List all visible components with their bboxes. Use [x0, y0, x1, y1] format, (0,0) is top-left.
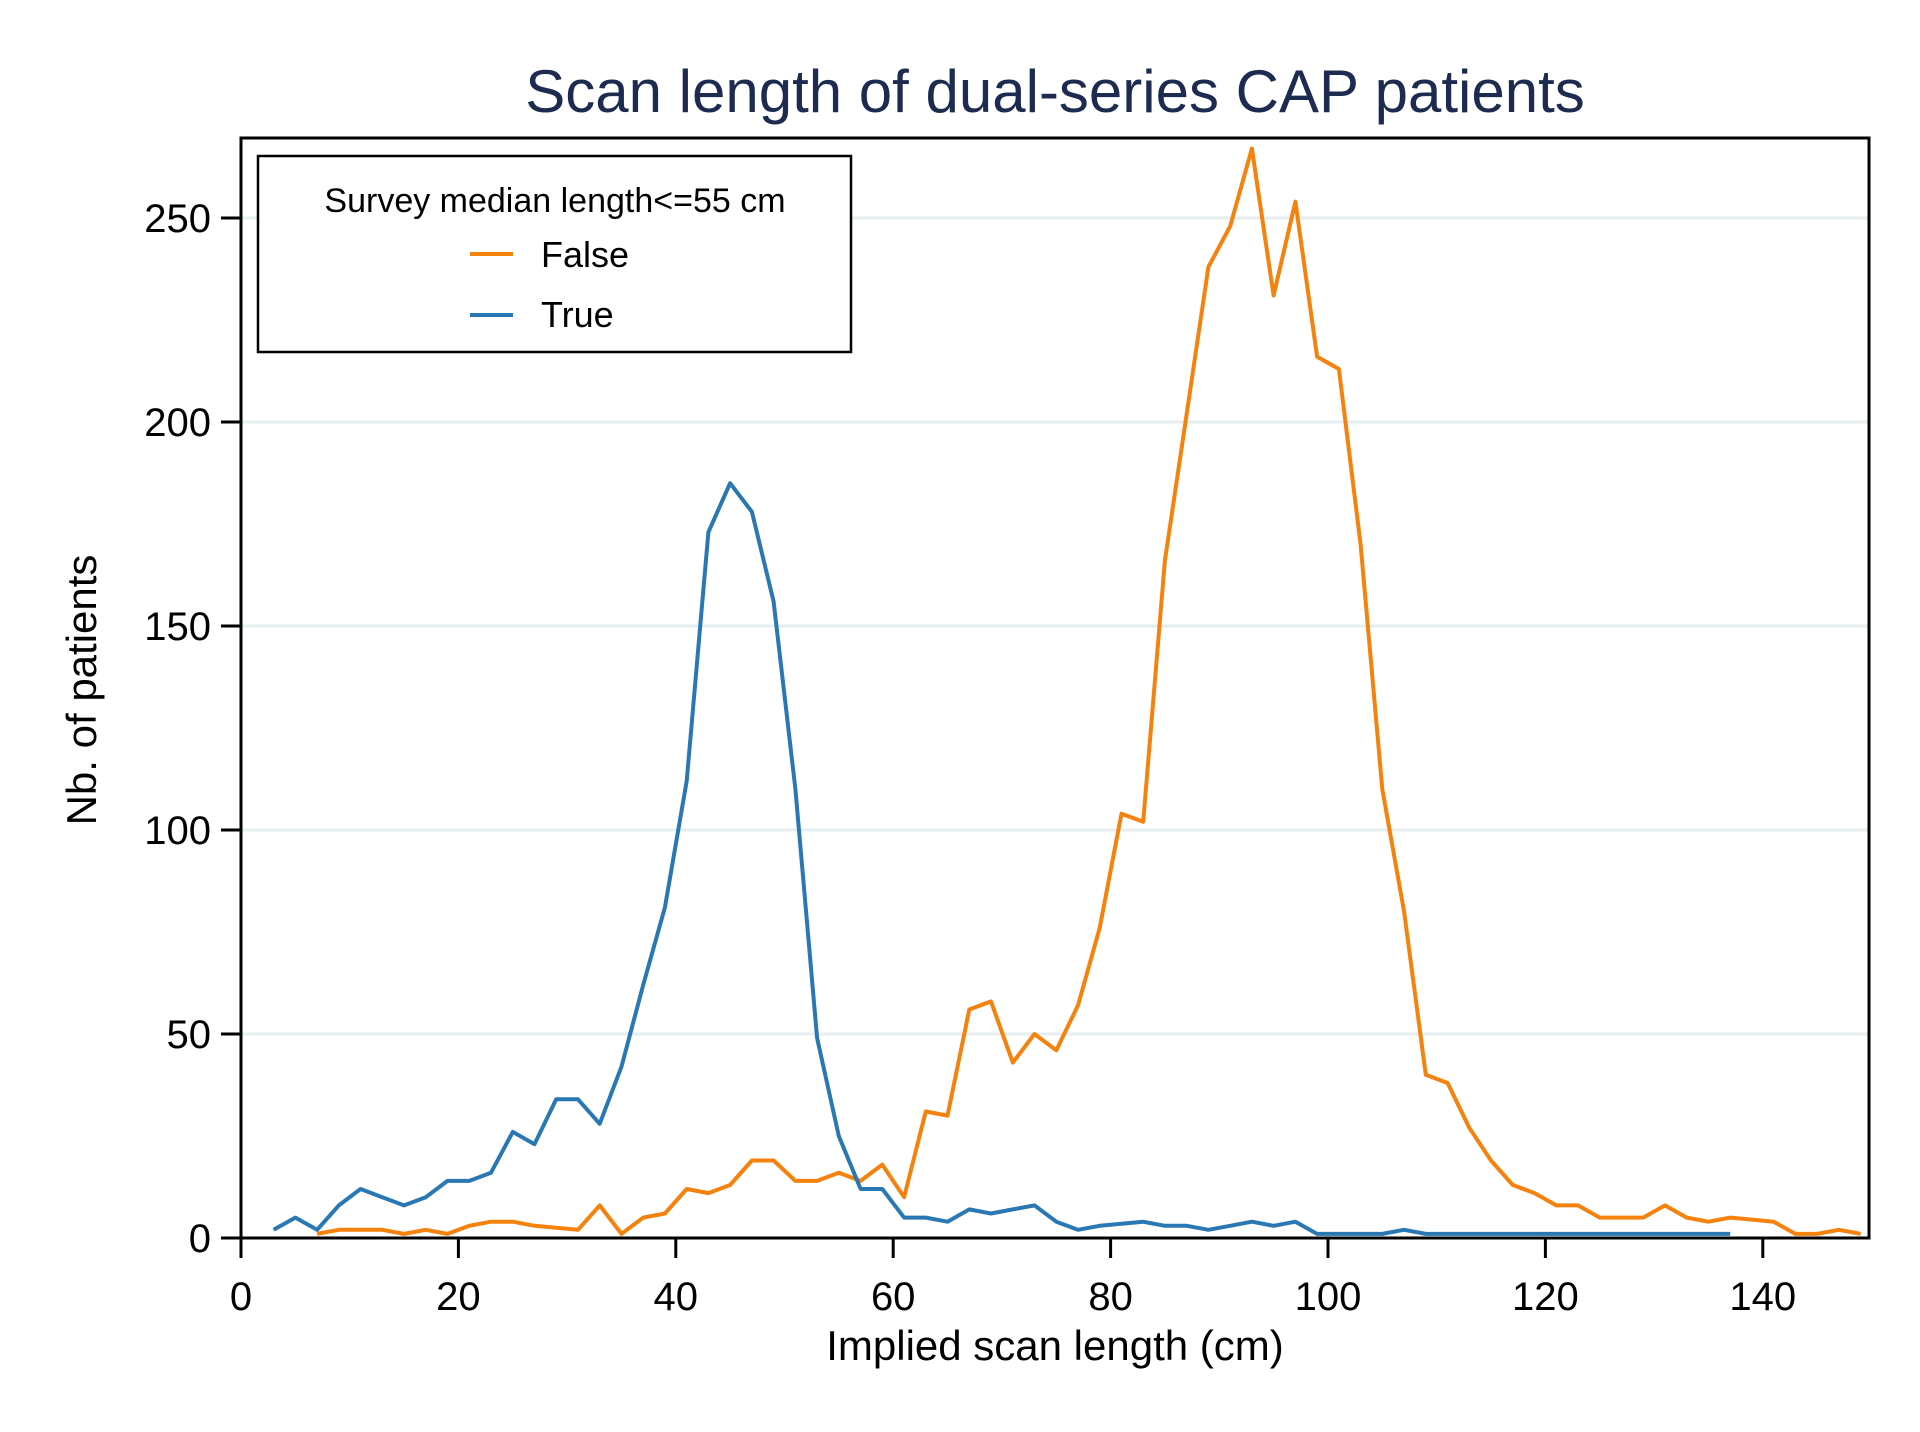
legend-label-true: True [541, 294, 614, 335]
y-axis: 0 50 100 150 200 250 [144, 197, 241, 1261]
chart-title: Scan length of dual-series CAP patients [525, 58, 1585, 125]
x-tick-label: 0 [230, 1275, 252, 1319]
series-line-true [272, 481, 1731, 1236]
plot-frame [239, 136, 1871, 1240]
series-line-false [316, 146, 1861, 1236]
x-tick-label: 120 [1512, 1275, 1579, 1319]
x-tick-label: 140 [1729, 1275, 1796, 1319]
y-tick-label: 100 [144, 809, 211, 853]
x-tick-label: 20 [436, 1275, 481, 1319]
y-tick-label: 200 [144, 401, 211, 445]
x-axis: 0 20 40 60 80 100 120 140 [230, 1238, 1796, 1319]
x-tick-label: 40 [654, 1275, 699, 1319]
x-tick-label: 100 [1295, 1275, 1362, 1319]
y-tick-label: 50 [167, 1013, 212, 1057]
x-tick-label: 80 [1088, 1275, 1133, 1319]
legend: Survey median length<=55 cm False True [256, 154, 853, 354]
gridlines [241, 216, 1869, 1036]
series-layer [272, 146, 1861, 1236]
y-axis-title: Nb. of patients [58, 555, 105, 826]
legend-label-false: False [541, 234, 629, 275]
y-tick-label: 150 [144, 605, 211, 649]
x-axis-title: Implied scan length (cm) [826, 1322, 1284, 1369]
legend-box [256, 154, 853, 354]
x-tick-label: 60 [871, 1275, 916, 1319]
y-tick-label: 250 [144, 197, 211, 241]
y-tick-label: 0 [189, 1217, 211, 1261]
legend-title: Survey median length<=55 cm [324, 182, 785, 220]
